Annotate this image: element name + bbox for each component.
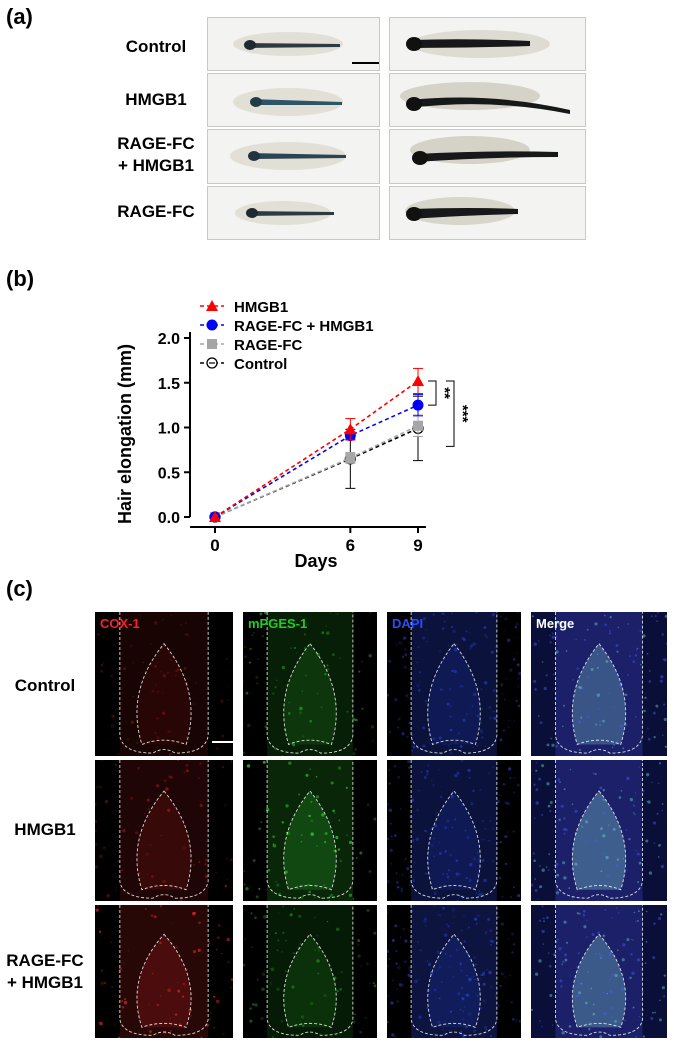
data-point — [206, 319, 218, 331]
series-line — [214, 380, 419, 518]
series-control — [209, 395, 424, 523]
channel-label-merge: Merge — [536, 616, 575, 631]
panel-c-letter: (c) — [6, 576, 33, 601]
channel-label-cox1: COX-1 — [100, 616, 140, 631]
legend-label: RAGE-FC + HMGB1 — [234, 318, 374, 335]
data-point — [413, 420, 423, 431]
hair-elongation-chart: 0.0 0.5 1.0 1.5 2.0 0 6 9 HMGB1 RAGE-FC + HMGB1 R… — [115, 299, 471, 571]
photo-ragefc-hmgb1-day9 — [389, 129, 586, 184]
fl-control-mpges1 — [243, 612, 377, 756]
y-tick-label: 0.5 — [158, 465, 180, 482]
fl-ragefc-hmgb1-merge — [531, 905, 667, 1038]
fl-hmgb1-mpges1 — [243, 760, 377, 901]
chart-axes: 0.0 0.5 1.0 1.5 2.0 0 6 9 — [158, 331, 426, 555]
data-point — [206, 357, 218, 369]
data-point — [206, 300, 218, 311]
x-axis-label: Days — [294, 551, 337, 571]
y-axis-label: Hair elongation (mm) — [115, 344, 135, 524]
chart-series — [209, 367, 424, 523]
channel-label-mpges1: mPGES-1 — [248, 616, 308, 631]
panel-b-letter: (b) — [6, 266, 35, 291]
panel-a-row-label-control: Control — [125, 37, 187, 56]
fl-hmgb1-cox1 — [95, 760, 233, 901]
fl-ragefc-hmgb1-dapi — [387, 905, 521, 1038]
series-rage-fc-hmgb1 — [209, 393, 424, 523]
sig-label-triple-star: *** — [454, 405, 471, 423]
data-point — [412, 374, 424, 386]
panel-c-row-label-hmgb1: HMGB1 — [14, 820, 76, 839]
y-tick-label: 2.0 — [158, 331, 180, 348]
fl-ragefc-hmgb1-mpges1 — [243, 905, 377, 1038]
series-rage-fc — [210, 414, 423, 522]
scale-bar-c — [212, 741, 234, 743]
panel-a-row-label-ragefc-hmgb1: RAGE-FC + HMGB1 — [117, 134, 195, 175]
y-tick-label: 1.0 — [158, 421, 180, 438]
fl-hmgb1-merge — [531, 760, 667, 901]
x-tick-label: 6 — [346, 536, 355, 555]
data-point — [209, 511, 221, 522]
channel-label-dapi: DAPI — [392, 616, 424, 631]
fl-control-dapi — [387, 612, 521, 756]
x-tick-label: 0 — [210, 536, 219, 555]
y-tick-label: 1.5 — [158, 376, 180, 393]
photo-control-day0 — [207, 17, 380, 71]
fl-ragefc-hmgb1-cox1 — [95, 905, 233, 1038]
panel-c-row-label-ragefc-hmgb1: RAGE-FC + HMGB1 — [6, 951, 84, 992]
fl-control-merge — [531, 612, 667, 756]
legend-label: HMGB1 — [234, 299, 288, 316]
data-point — [345, 452, 356, 463]
photo-ragefc-hmgb1-day0 — [207, 129, 380, 184]
legend-label: RAGE-FC — [234, 337, 302, 354]
fl-control-cox1 — [95, 612, 233, 756]
y-tick-label: 0.0 — [158, 510, 180, 527]
series-line — [214, 424, 419, 518]
chart-legend: HMGB1 RAGE-FC + HMGB1 RAGE-FC Control — [200, 299, 374, 373]
bracket-triple-star — [446, 380, 455, 447]
panel-a-row-label-ragefc: RAGE-FC — [117, 202, 195, 221]
photo-ragefc-day9 — [389, 186, 586, 240]
fl-hmgb1-dapi — [387, 760, 521, 901]
x-tick-label: 9 — [413, 536, 422, 555]
photo-hmgb1-day9 — [389, 73, 586, 127]
data-point — [412, 399, 424, 411]
photo-control-day9 — [389, 17, 586, 71]
data-point — [207, 339, 217, 349]
sig-label-double-star: ** — [436, 387, 453, 399]
photo-ragefc-day0 — [207, 186, 380, 240]
data-point — [344, 423, 357, 435]
photo-hmgb1-day0 — [207, 73, 380, 127]
panel-c-row-label-control: Control — [14, 676, 76, 695]
panel-a-letter: (a) — [6, 4, 33, 29]
legend-label: Control — [234, 356, 287, 373]
series-line — [214, 427, 419, 518]
bracket-double-star — [428, 380, 437, 406]
scale-bar — [352, 62, 379, 64]
series-hmgb1 — [209, 367, 424, 522]
series-line — [214, 404, 419, 518]
panel-a-row-label-hmgb1: HMGB1 — [125, 90, 187, 109]
chart-significance: ***** — [428, 380, 471, 447]
